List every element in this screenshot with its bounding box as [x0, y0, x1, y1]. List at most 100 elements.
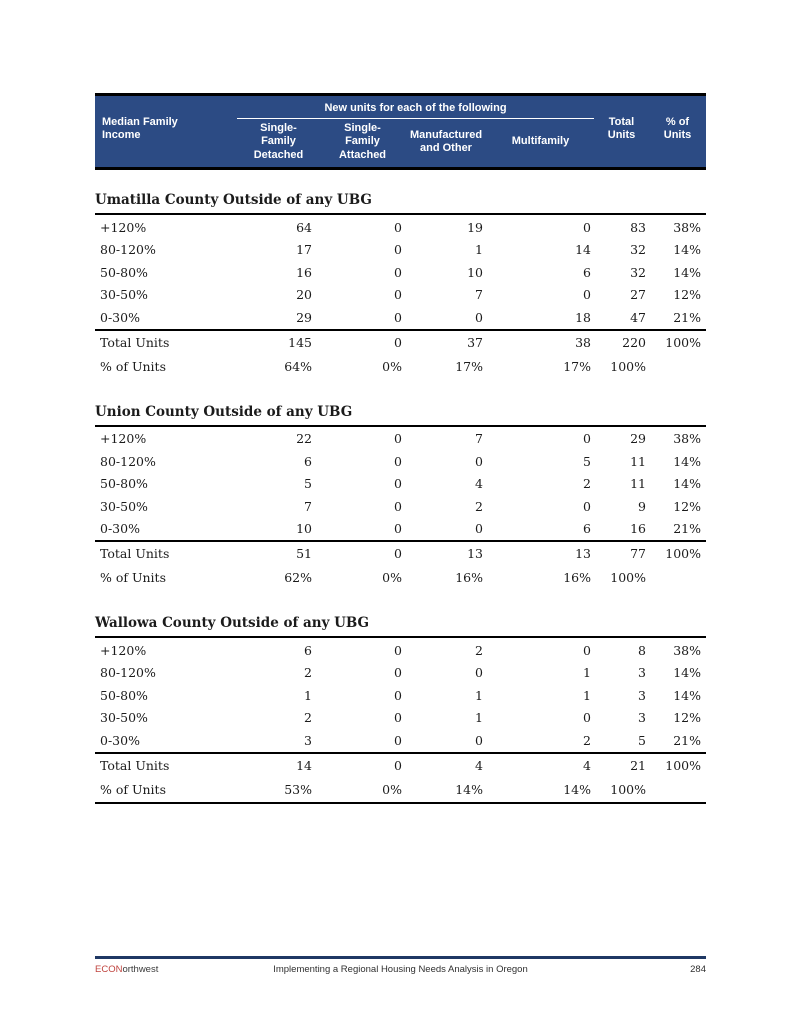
row-label: +120%	[100, 642, 147, 658]
cell-value: 12%	[673, 710, 701, 726]
cell-value: 64	[296, 219, 312, 235]
table-row: % of Units 64% 0% 17% 17% 100%	[95, 354, 706, 379]
cell-value: 11	[630, 453, 646, 469]
page-footer: ECONorthwest Implementing a Regional Hou…	[95, 956, 706, 975]
cell-value: 29	[296, 309, 312, 325]
footer-brand: ECONorthwest	[95, 964, 205, 975]
cell-value: 2	[475, 642, 483, 658]
cell-value: 7	[475, 287, 483, 303]
cell-value: 27	[630, 287, 646, 303]
footer-page-number: 284	[690, 964, 706, 975]
cell-value: 14%	[563, 781, 591, 797]
row-label: 80-120%	[100, 665, 156, 681]
table-row: % of Units 53% 0% 14% 14% 100%	[95, 777, 706, 803]
cell-value: 1	[583, 665, 591, 681]
cell-value: 38%	[673, 219, 701, 235]
column-header-pct-of-units: % of Units	[663, 115, 692, 142]
footer-brand-northwest: orthwest	[122, 964, 159, 975]
cell-value: 14%	[673, 242, 701, 258]
cell-value: 0	[583, 431, 591, 447]
row-label: 30-50%	[100, 287, 148, 303]
footer-divider	[95, 956, 706, 959]
table-row: 30-50% 20 0 7 0 27 12%	[95, 284, 706, 307]
table-row: +120% 6 0 2 0 8 38%	[95, 639, 706, 662]
column-header-multifamily: Multifamily	[511, 135, 570, 148]
cell-value: 0	[583, 219, 591, 235]
row-label: 0-30%	[100, 732, 140, 748]
cell-value: 6	[304, 642, 312, 658]
cell-value: 14%	[673, 476, 701, 492]
row-label: 0-30%	[100, 521, 140, 537]
row-label: % of Units	[100, 781, 166, 797]
column-header-total-units: Total Units	[607, 115, 636, 142]
cell-value: 22	[296, 431, 312, 447]
cell-value: 14%	[673, 687, 701, 703]
row-label: Total Units	[95, 751, 237, 777]
table-row: +120% 22 0 7 0 29 38%	[95, 428, 706, 451]
cell-value: 220	[594, 328, 649, 354]
cell-value: 1	[475, 242, 483, 258]
table-row: 30-50% 7 0 2 0 9 12%	[95, 495, 706, 518]
table-row: 80-120% 2 0 0 1 3 14%	[95, 662, 706, 685]
county-section: Union County Outside of any UBG +120% 22 0 7…	[95, 404, 706, 591]
row-label: +120%	[100, 219, 147, 235]
cell-value: 77	[594, 540, 649, 566]
cell-value: 21	[594, 751, 649, 777]
cell-value: 0	[320, 751, 405, 777]
table-row: Total Units 145 0 37 38 220 100%	[95, 328, 706, 354]
cell-value: 4	[405, 751, 487, 777]
column-group-header-new-units: New units for each of the following	[237, 102, 594, 119]
cell-value: 6	[304, 453, 312, 469]
cell-value: 100%	[649, 751, 706, 777]
cell-value: 0	[394, 453, 402, 469]
cell-value	[649, 354, 706, 379]
cell-value	[649, 777, 706, 803]
column-header-single-family-detached: Single- Family Detached	[253, 122, 304, 161]
cell-value: 0	[583, 642, 591, 658]
cell-value: 1	[475, 687, 483, 703]
cell-value: 0	[394, 521, 402, 537]
cell-value	[649, 565, 706, 590]
cell-value: 0%	[382, 358, 402, 374]
cell-value: 62%	[284, 570, 312, 586]
cell-value: 14%	[673, 453, 701, 469]
cell-value: 5	[638, 732, 646, 748]
cell-value: 0	[583, 710, 591, 726]
table-row: 0-30% 10 0 0 6 16 21%	[95, 518, 706, 542]
table-row: 80-120% 17 0 1 14 32 14%	[95, 239, 706, 262]
row-label: 50-80%	[100, 687, 148, 703]
county-section: Wallowa County Outside of any UBG +120% 6 0…	[95, 615, 706, 804]
cell-value: 14	[237, 751, 320, 777]
row-label: Total Units	[95, 328, 237, 354]
cell-value: 0	[475, 309, 483, 325]
cell-value: 16%	[563, 570, 591, 586]
footer-document-title: Implementing a Regional Housing Needs An…	[273, 964, 528, 975]
cell-value: 7	[475, 431, 483, 447]
cell-value: 19	[467, 219, 483, 235]
cell-value: 0	[394, 498, 402, 514]
cell-value: 38	[487, 328, 594, 354]
cell-value: 3	[304, 732, 312, 748]
cell-value: 11	[630, 476, 646, 492]
cell-value: 0	[583, 498, 591, 514]
cell-value: 2	[583, 476, 591, 492]
cell-value: 32	[630, 264, 646, 280]
cell-value: 8	[638, 642, 646, 658]
cell-value: 2	[475, 498, 483, 514]
cell-value: 21%	[673, 521, 701, 537]
cell-value: 12%	[673, 287, 701, 303]
cell-value: 100%	[610, 781, 646, 797]
section-title: Union County Outside of any UBG	[95, 404, 706, 427]
cell-value: 64%	[284, 358, 312, 374]
housing-units-table: +120% 64 0 19 0 83 38% 80-120% 17 0 1 14 32 14% 50-80%…	[95, 216, 706, 379]
cell-value: 3	[638, 665, 646, 681]
cell-value: 17%	[455, 358, 483, 374]
cell-value: 0	[394, 242, 402, 258]
cell-value: 0	[320, 540, 405, 566]
page-content: Median Family Income New units for each …	[95, 93, 706, 804]
cell-value: 100%	[610, 358, 646, 374]
table-row: 50-80% 5 0 4 2 11 14%	[95, 473, 706, 496]
cell-value: 0	[583, 287, 591, 303]
cell-value: 29	[630, 431, 646, 447]
